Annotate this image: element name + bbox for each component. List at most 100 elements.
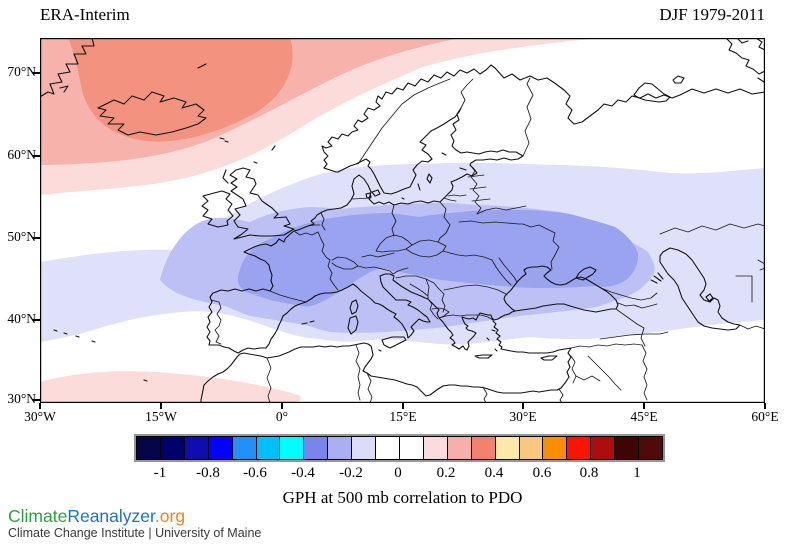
coastlines: [40, 38, 765, 403]
iberia-borders: [210, 290, 307, 345]
colorbar-cell: [423, 437, 448, 459]
dataset-title: ERA-Interim: [40, 5, 130, 24]
volga-delta: [650, 272, 664, 284]
colorbar-cell: [256, 437, 281, 459]
lat-label: 30°N: [7, 391, 36, 406]
season-years-title: DJF 1979-2011: [659, 5, 765, 24]
colorbar-cell: [447, 437, 472, 459]
colorbar-tick-label: -0.8: [196, 465, 220, 481]
lon-label: 0°: [275, 409, 289, 424]
lon-tick: [522, 403, 524, 409]
positive-blob-subtropical: [40, 371, 301, 403]
colorbar-cell: [543, 437, 568, 459]
central-europe-borders: [361, 194, 467, 258]
lat-label: 60°N: [7, 147, 36, 162]
colorbar-cells: [136, 436, 663, 460]
lon-label: 30°E: [509, 409, 537, 424]
colorbar-cell: [208, 437, 233, 459]
negative-core-europe: [237, 210, 639, 307]
colorbar-tick-label: 0.2: [436, 465, 456, 481]
brand-segment: Reanalyzer: [67, 506, 155, 526]
colorbar-tick-label: 0.8: [579, 465, 599, 481]
lon-tick: [160, 403, 162, 409]
lat-tick: [33, 237, 40, 239]
caucasus-borders: [599, 287, 669, 347]
climate-reanalyzer-logo-link[interactable]: ClimateReanalyzer.org: [8, 506, 261, 526]
lon-tick: [643, 403, 645, 409]
africa-borders: [266, 344, 564, 403]
colorbar-cell: [137, 437, 161, 459]
lon-tick: [281, 403, 283, 409]
caspian-sea-coast: [659, 247, 741, 331]
greenland-coast: [40, 38, 95, 98]
western-europe-borders: [293, 197, 394, 291]
colorbar-cell: [519, 437, 544, 459]
footer-attribution: ClimateReanalyzer.org Climate Change Ins…: [8, 506, 261, 541]
colorbar-cell: [160, 437, 185, 459]
colorbar-cell: [352, 437, 377, 459]
middle-east-borders: [570, 343, 648, 401]
colorbar-caption: GPH at 500 mb correlation to PDO: [282, 488, 523, 507]
colorbar-cell: [184, 437, 209, 459]
map-plot-area: [40, 38, 765, 403]
colorbar-tick-label: -0.2: [339, 465, 363, 481]
atlantic-islands: [53, 329, 148, 382]
jan-mayen-island: [197, 63, 207, 69]
colorbar-cell: [495, 437, 520, 459]
colorbar-cell: [615, 437, 640, 459]
correlation-field: [40, 38, 765, 403]
colorbar-cell: [280, 437, 305, 459]
brand-segment: .org: [154, 506, 186, 526]
novaya-zemlya-coast: [725, 38, 765, 83]
colorbar-tick-label: 0.4: [484, 465, 504, 481]
lat-label: 40°N: [7, 311, 36, 326]
colorbar-tick-label: -0.4: [291, 465, 315, 481]
lon-label: 30°W: [24, 409, 56, 424]
colorbar-cell: [591, 437, 616, 459]
brand-segment: Climate: [8, 506, 68, 526]
colorbar-cell: [232, 437, 257, 459]
institute-attribution: Climate Change Institute | University of…: [8, 526, 262, 540]
colorbar-cell: [567, 437, 592, 459]
central-asia-borders: [659, 223, 765, 330]
correlation-map: [40, 38, 765, 403]
colorbar-cell: [376, 437, 400, 459]
positive-core-iceland: [68, 38, 293, 142]
ireland-coast: [201, 190, 234, 228]
balkan-borders: [392, 267, 507, 321]
black-sea-coast: [503, 265, 619, 313]
lat-tick: [33, 399, 40, 401]
mediterranean-islands: [301, 299, 558, 361]
lon-tick: [402, 403, 404, 409]
colorbar-tick-label: 0: [394, 465, 402, 481]
colorbar-tick-label: -0.6: [243, 465, 267, 481]
country-borders: [210, 77, 765, 403]
scandinavia-borders: [357, 77, 534, 165]
colorbar-cell: [328, 437, 353, 459]
colorbar-cell: [304, 437, 329, 459]
eastern-europe-borders: [437, 164, 560, 286]
lat-tick: [33, 155, 40, 157]
colorbar-cell: [639, 437, 662, 459]
colorbar-cell: [471, 437, 496, 459]
anatolia-africa-coast: [200, 320, 572, 403]
white-sea-kanin-coast: [633, 75, 685, 103]
lon-tick: [39, 403, 41, 409]
lon-label: 15°W: [145, 409, 177, 424]
lon-label: 60°E: [751, 409, 779, 424]
colorbar-tick-label: -1: [153, 465, 167, 481]
hebrides-islands: [222, 169, 229, 184]
colorbar-tick-label: 0.6: [532, 465, 552, 481]
lon-label: 15°E: [389, 409, 417, 424]
mainland-europe-coast: [206, 64, 765, 354]
colorbar-cell: [399, 437, 424, 459]
lat-label: 70°N: [7, 64, 36, 79]
lon-label: 45°E: [630, 409, 658, 424]
baltic-islands: [365, 152, 467, 200]
colorbar-tick-label: 1: [633, 465, 641, 481]
iceland-coast: [97, 91, 207, 136]
lat-label: 50°N: [7, 229, 36, 244]
lat-tick: [33, 72, 40, 74]
great-britain-coast: [229, 167, 295, 240]
